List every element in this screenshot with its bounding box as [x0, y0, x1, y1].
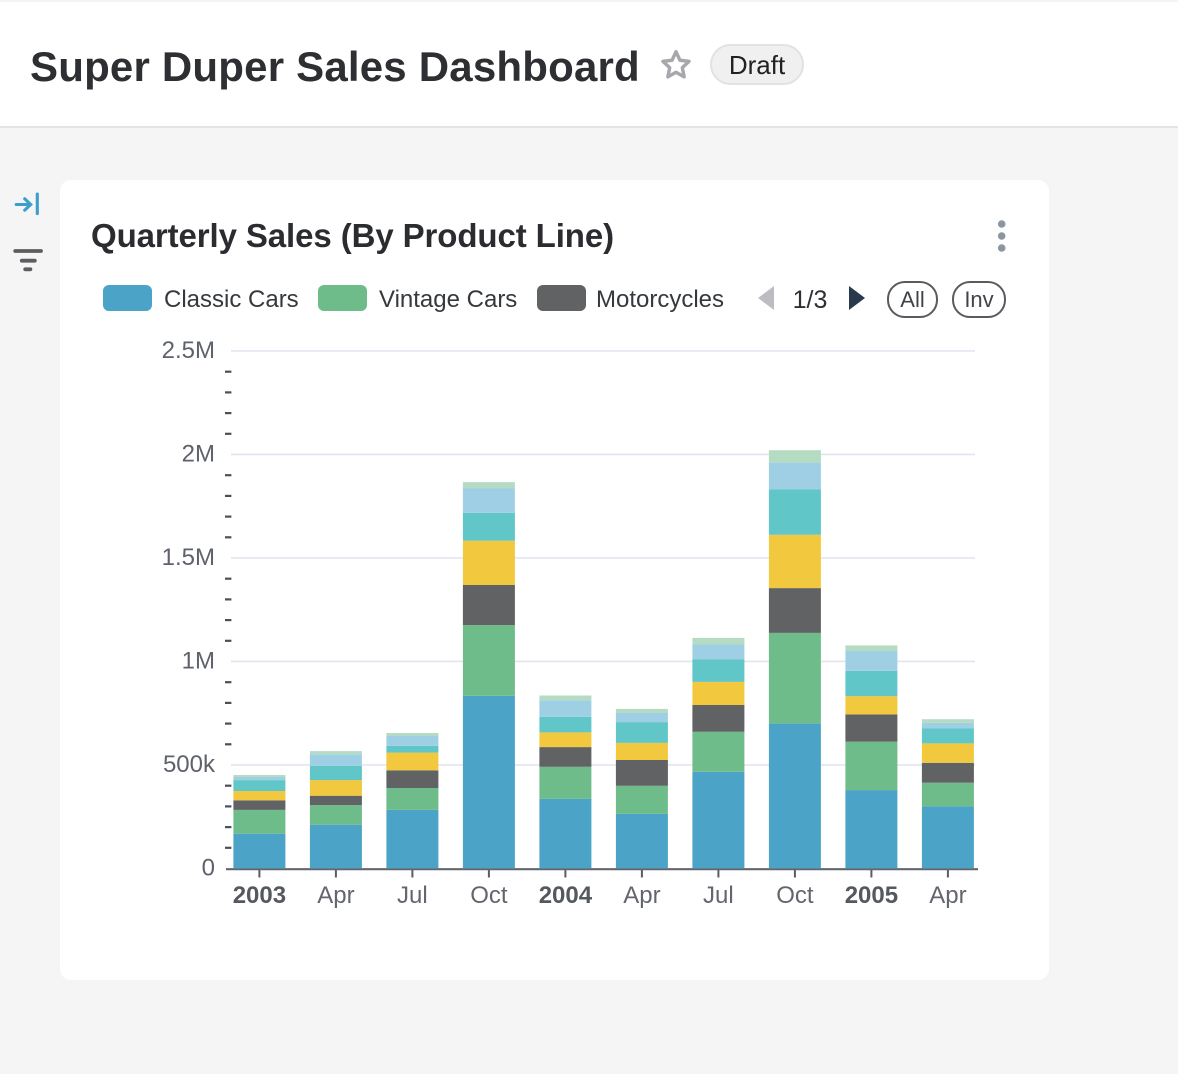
svg-text:Oct: Oct — [470, 882, 508, 909]
svg-text:2005: 2005 — [845, 882, 898, 909]
svg-text:2003: 2003 — [233, 882, 286, 909]
svg-text:500k: 500k — [163, 751, 216, 778]
svg-text:Oct: Oct — [776, 882, 814, 909]
svg-text:2.5M: 2.5M — [162, 337, 215, 364]
svg-text:1M: 1M — [182, 647, 215, 674]
svg-text:0: 0 — [202, 854, 215, 881]
svg-text:1.5M: 1.5M — [162, 544, 215, 571]
svg-text:Apr: Apr — [623, 882, 660, 909]
svg-text:Jul: Jul — [397, 882, 428, 909]
svg-text:Apr: Apr — [317, 882, 354, 909]
svg-text:Apr: Apr — [929, 882, 966, 909]
svg-text:2M: 2M — [182, 440, 215, 467]
svg-text:2004: 2004 — [539, 882, 593, 909]
svg-text:Jul: Jul — [703, 882, 734, 909]
